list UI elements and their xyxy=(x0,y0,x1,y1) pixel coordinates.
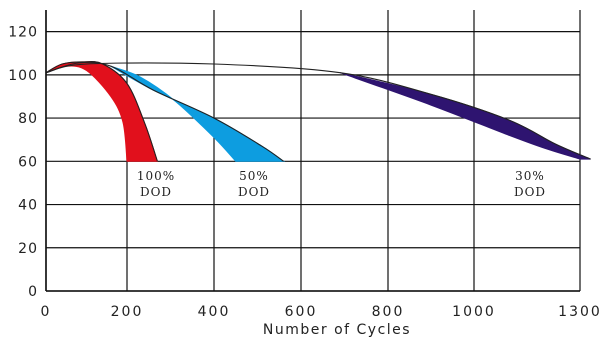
x-tick-labels: 0 200 400 600 800 1000 1300 xyxy=(41,304,601,320)
dod-annotation-0-line-1: DOD xyxy=(140,185,172,199)
upper-curve-1 xyxy=(45,61,284,162)
dod-annotation-2-line-0: 30% xyxy=(515,169,545,183)
dod-annotation-0-line-0: 100% xyxy=(137,169,175,183)
y-tick-label-1: 20 xyxy=(18,241,38,257)
dod-annotation-1-line-0: 50% xyxy=(239,169,269,183)
dod-annotation-1-line-1: DOD xyxy=(238,185,270,199)
upper-curve-2 xyxy=(45,62,591,160)
x-tick-label-5: 1000 xyxy=(452,304,496,320)
capacity-curves xyxy=(45,61,591,162)
y-tick-label-5: 100 xyxy=(8,68,38,84)
y-tick-label-6: 120 xyxy=(8,25,38,41)
y-tick-label-3: 60 xyxy=(18,154,38,170)
y-tick-label-0: 0 xyxy=(28,284,38,300)
x-tick-label-0: 0 xyxy=(41,304,52,320)
y-tick-labels: 0 20 40 60 80 100 120 xyxy=(8,25,38,300)
dod-areas xyxy=(45,61,591,162)
band-area-2 xyxy=(339,72,591,160)
x-tick-label-3: 600 xyxy=(285,304,318,320)
x-tick-label-6: 1300 xyxy=(558,304,601,320)
x-tick-label-1: 200 xyxy=(111,304,144,320)
plot-frame xyxy=(45,10,580,292)
dod-annotations: 100% DOD 50% DOD 30% DOD xyxy=(137,169,546,199)
dod-annotation-2-line-1: DOD xyxy=(514,185,546,199)
x-tick-label-4: 800 xyxy=(372,304,405,320)
x-axis-title: Number of Cycles xyxy=(263,322,411,338)
y-tick-label-2: 40 xyxy=(18,198,38,214)
x-tick-label-2: 400 xyxy=(198,304,231,320)
y-tick-label-4: 80 xyxy=(18,111,38,127)
